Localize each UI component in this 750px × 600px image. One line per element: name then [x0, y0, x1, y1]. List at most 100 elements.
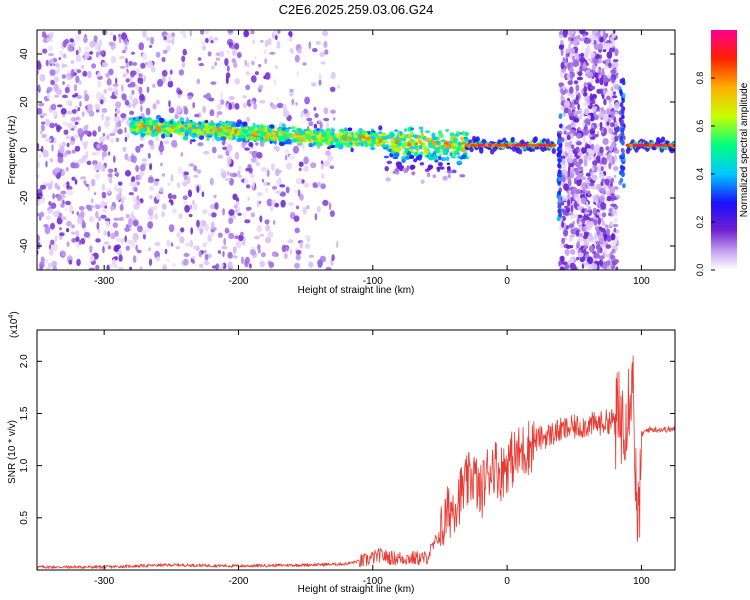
- x-tick-label: -300: [94, 576, 114, 587]
- noise-speckle: [65, 167, 69, 172]
- noise-speckle: [64, 86, 70, 94]
- band-point: [394, 129, 398, 132]
- band-point: [448, 140, 452, 144]
- noise-speckle: [274, 34, 278, 41]
- band-point: [262, 139, 268, 143]
- noise-speckle: [183, 253, 190, 257]
- burst-speckle: [587, 58, 593, 62]
- noise-speckle: [302, 206, 308, 215]
- noise-speckle: [289, 88, 294, 93]
- burst-speckle: [590, 136, 596, 140]
- noise-speckle: [155, 99, 160, 105]
- burst-speckle: [606, 195, 612, 202]
- burst-speckle: [567, 199, 571, 207]
- band-point: [438, 133, 444, 138]
- noise-speckle: [118, 35, 122, 44]
- noise-speckle: [104, 119, 111, 128]
- noise-speckle: [150, 36, 155, 45]
- noise-speckle: [312, 183, 318, 189]
- noise-speckle: [61, 216, 67, 221]
- burst-speckle: [605, 90, 610, 95]
- band-point: [436, 149, 440, 154]
- noise-speckle: [122, 73, 126, 78]
- burst-speckle: [601, 68, 605, 72]
- noise-speckle: [116, 187, 123, 193]
- snr-multiplier-base: (x10: [9, 318, 20, 338]
- noise-speckle: [246, 116, 251, 123]
- burst-speckle: [587, 256, 593, 265]
- noise-speckle: [163, 36, 167, 41]
- band-point: [378, 131, 383, 135]
- noise-speckle: [39, 264, 43, 270]
- burst-speckle: [563, 100, 571, 107]
- band-point: [180, 127, 185, 133]
- noise-speckle: [96, 222, 100, 230]
- burst-speckle: [599, 121, 603, 128]
- noise-speckle: [192, 245, 199, 250]
- burst-speckle: [595, 194, 600, 201]
- band-point: [383, 146, 388, 150]
- noise-speckle: [64, 38, 70, 45]
- band-point: [424, 150, 429, 154]
- noise-speckle: [237, 170, 241, 176]
- noise-speckle: [320, 183, 326, 190]
- noise-speckle: [300, 179, 305, 184]
- noise-speckle: [265, 224, 271, 232]
- steady-line-point: [551, 143, 557, 147]
- noise-speckle: [66, 189, 74, 196]
- band-point: [439, 166, 445, 170]
- noise-speckle: [101, 191, 107, 199]
- noise-speckle: [87, 70, 92, 79]
- noise-speckle: [66, 110, 73, 115]
- noise-speckle: [186, 176, 191, 185]
- noise-speckle: [124, 127, 127, 133]
- noise-speckle: [289, 248, 293, 255]
- band-point: [418, 139, 422, 145]
- burst-speckle: [582, 226, 587, 232]
- noise-speckle: [101, 164, 106, 172]
- noise-speckle: [124, 45, 128, 52]
- burst-speckle: [610, 112, 615, 120]
- burst-speckle: [603, 233, 608, 242]
- band-point: [427, 142, 432, 146]
- noise-speckle: [142, 30, 147, 38]
- steady-line-point: [528, 140, 533, 145]
- noise-speckle: [196, 185, 200, 193]
- burst-speckle: [575, 35, 578, 41]
- band-point: [432, 174, 437, 178]
- burst-speckle: [567, 192, 571, 200]
- noise-speckle: [190, 227, 193, 235]
- noise-speckle: [41, 133, 47, 139]
- noise-speckle: [255, 142, 259, 146]
- noise-speckle: [197, 57, 202, 61]
- noise-speckle: [44, 226, 51, 235]
- noise-speckle: [197, 142, 204, 147]
- band-point: [447, 174, 451, 179]
- band-point: [283, 134, 287, 140]
- burst-speckle: [581, 147, 587, 154]
- noise-speckle: [74, 121, 79, 126]
- noise-speckle: [211, 65, 215, 70]
- band-point: [147, 129, 152, 134]
- noise-speckle: [268, 261, 275, 268]
- noise-speckle: [45, 267, 50, 270]
- burst-speckle: [605, 228, 611, 236]
- noise-speckle: [303, 182, 310, 188]
- noise-speckle: [181, 62, 186, 68]
- noise-speckle: [201, 191, 205, 198]
- burst-speckle: [567, 153, 574, 159]
- snr-y-multiplier: (x104): [8, 311, 20, 338]
- noise-speckle: [110, 55, 117, 64]
- noise-speckle: [241, 142, 246, 149]
- noise-speckle: [255, 161, 261, 167]
- noise-speckle: [129, 110, 135, 115]
- noise-speckle: [141, 158, 147, 162]
- burst-speckle: [601, 221, 606, 227]
- burst-speckle: [583, 86, 588, 93]
- noise-speckle: [82, 70, 88, 77]
- noise-speckle: [329, 210, 335, 218]
- noise-speckle: [41, 112, 47, 117]
- band-point: [394, 148, 400, 154]
- noise-speckle: [87, 103, 93, 112]
- noise-speckle: [37, 143, 40, 150]
